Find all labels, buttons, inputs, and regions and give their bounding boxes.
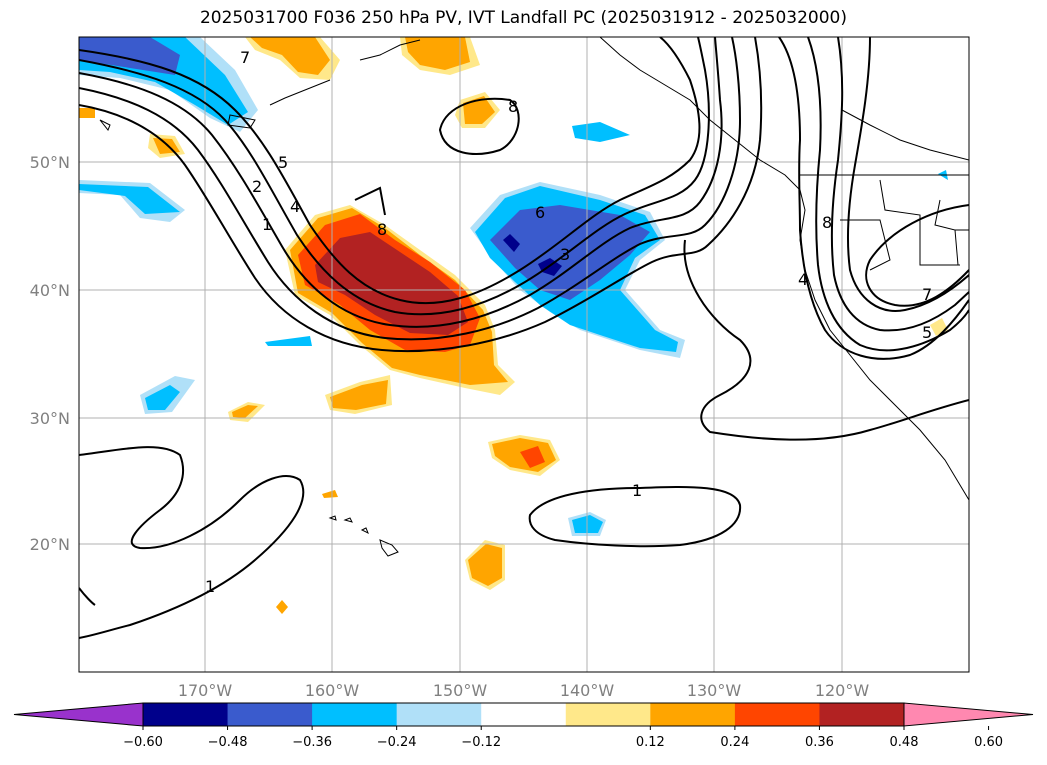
contour-label: 8 — [377, 220, 387, 239]
colorbar-tick-label: −0.24 — [377, 735, 417, 750]
contour-label: 1 — [262, 215, 272, 234]
contour-label: 1 — [632, 481, 642, 500]
lat-tick-label: 20°N — [30, 535, 70, 554]
colorbar-tick-label: 0.48 — [890, 735, 919, 750]
contour-label: 4 — [290, 197, 300, 216]
colorbar-segment — [481, 703, 567, 726]
colorbar-tick-label: −0.48 — [208, 735, 248, 750]
lat-axis-labels: 50°N 40°N 30°N 20°N — [30, 153, 70, 554]
colorbar-tick-label: −0.36 — [292, 735, 332, 750]
colorbar-extend-max — [904, 703, 1033, 726]
map-panel: 7 8 5 4 2 1 8 6 3 8 4 7 5 1 1 — [78, 36, 970, 673]
colorbar-segment — [819, 703, 905, 726]
lon-tick-label: 150°W — [433, 681, 488, 700]
colorbar-tick-label: 0.24 — [720, 735, 749, 750]
lat-tick-label: 30°N — [30, 409, 70, 428]
contour-label: 7 — [240, 48, 250, 67]
contour-label: 1 — [205, 577, 215, 596]
lon-tick-label: 160°W — [305, 681, 360, 700]
colorbar-extend-min — [14, 703, 143, 726]
contour-label: 6 — [535, 203, 545, 222]
map-title: 2025031700 F036 250 hPa PV, IVT Landfall… — [199, 8, 847, 28]
coastlines — [99, 37, 969, 557]
colorbar-segment — [396, 703, 482, 726]
colorbar-tick-label: 0.60 — [974, 735, 1003, 750]
lon-tick-label: 140°W — [560, 681, 615, 700]
lon-tick-label: 170°W — [178, 681, 233, 700]
lon-tick-label: 120°W — [815, 681, 870, 700]
colorbar-segment — [565, 703, 651, 726]
colorbar-tick-label: 0.12 — [636, 735, 665, 750]
lat-tick-label: 50°N — [30, 153, 70, 172]
contour-label: 3 — [560, 245, 570, 264]
colorbar-segment — [143, 703, 229, 726]
contour-labels: 7 8 5 4 2 1 8 6 3 8 4 7 5 1 1 — [205, 48, 932, 596]
contour-label: 8 — [508, 97, 518, 116]
colorbar-tick-label: −0.60 — [123, 735, 163, 750]
lon-tick-label: 130°W — [687, 681, 742, 700]
colorbar-segment — [734, 703, 820, 726]
pv-contours — [79, 37, 969, 639]
contour-label: 4 — [798, 270, 808, 289]
colorbar-segment — [227, 703, 313, 726]
colorbar-segment — [312, 703, 398, 726]
lon-axis-labels: 170°W 160°W 150°W 140°W 130°W 120°W — [178, 681, 870, 700]
colorbar-segment — [650, 703, 736, 726]
contour-label: 5 — [922, 323, 932, 342]
contour-label: 8 — [822, 213, 832, 232]
contour-label: 5 — [278, 153, 288, 172]
graticule — [79, 37, 969, 672]
pv-shading — [79, 37, 948, 614]
contour-label: 7 — [922, 285, 932, 304]
contour-label: 2 — [252, 177, 262, 196]
lat-tick-label: 40°N — [30, 281, 70, 300]
colorbar: −0.60 −0.48 −0.36 −0.24 −0.12 0.12 0.24 0.36 0.4… — [13, 702, 1034, 750]
colorbar-tick-label: −0.12 — [461, 735, 501, 750]
colorbar-tick-label: 0.36 — [805, 735, 834, 750]
